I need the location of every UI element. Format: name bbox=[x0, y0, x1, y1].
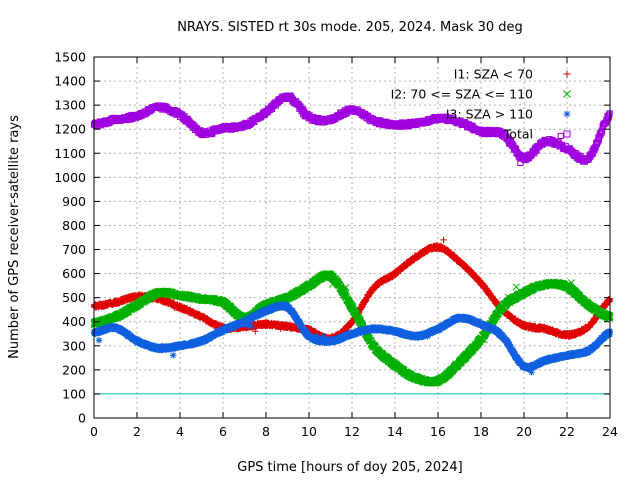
data-point bbox=[252, 328, 259, 335]
data-series bbox=[90, 92, 614, 387]
series-1 bbox=[90, 236, 614, 344]
data-point bbox=[440, 236, 447, 244]
